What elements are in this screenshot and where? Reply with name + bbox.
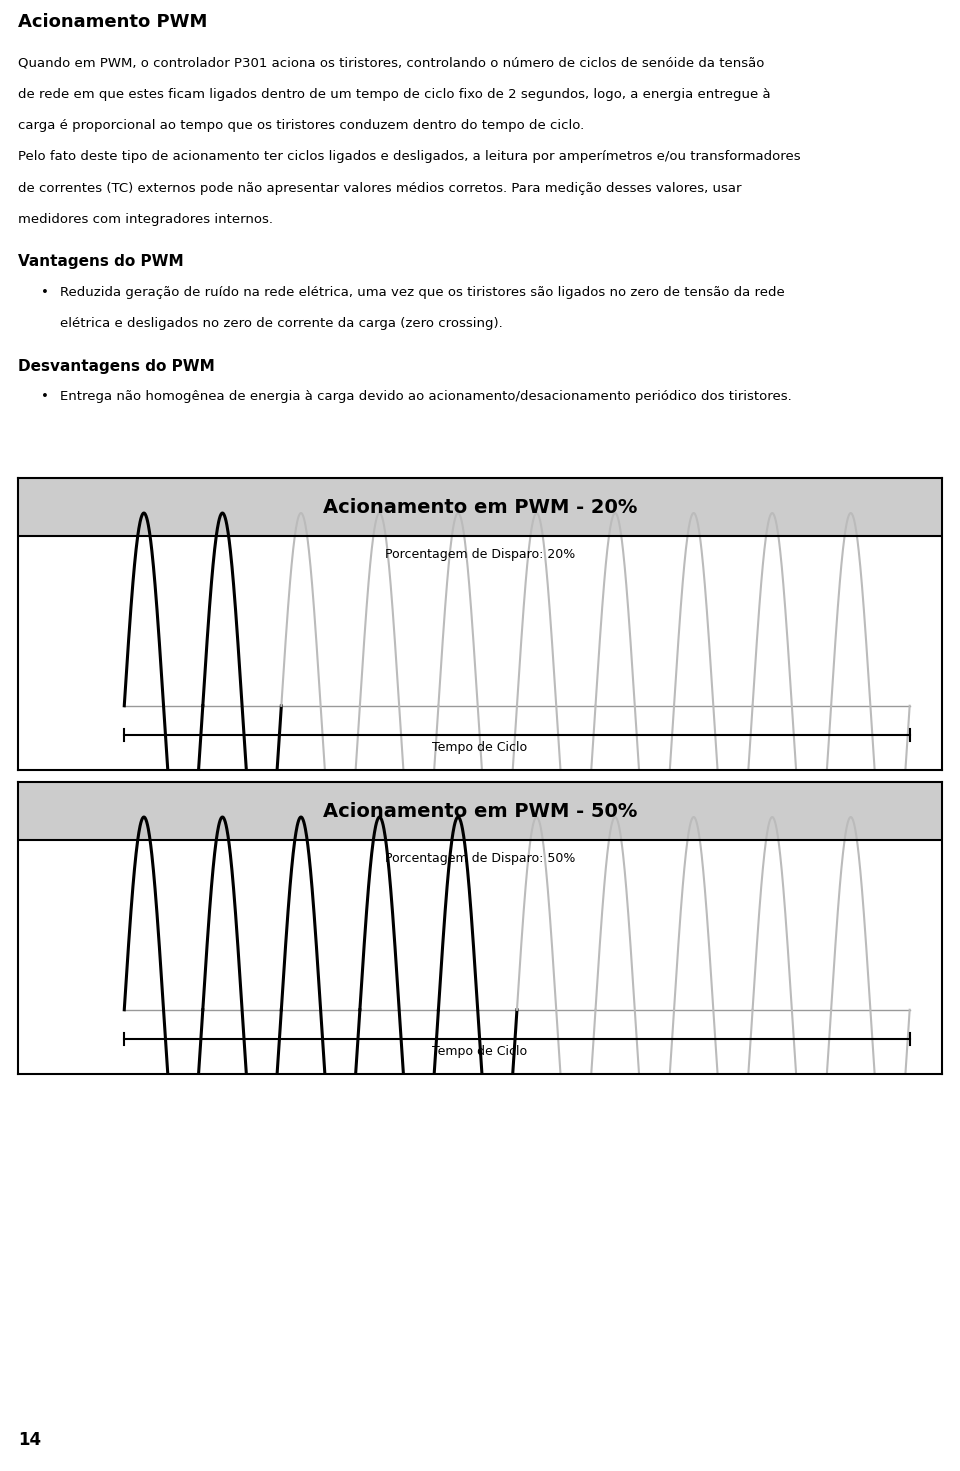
Text: Tempo de Ciclo: Tempo de Ciclo xyxy=(432,1044,528,1058)
Text: Entrega não homogênea de energia à carga devido ao acionamento/desacionamento pe: Entrega não homogênea de energia à carga… xyxy=(60,390,791,403)
Text: Desvantagens do PWM: Desvantagens do PWM xyxy=(18,359,215,374)
Text: •: • xyxy=(41,390,49,403)
Text: Tempo de Ciclo: Tempo de Ciclo xyxy=(432,741,528,753)
Text: Acionamento PWM: Acionamento PWM xyxy=(18,13,207,31)
Text: Vantagens do PWM: Vantagens do PWM xyxy=(18,254,183,269)
Text: de rede em que estes ficam ligados dentro de um tempo de ciclo fixo de 2 segundo: de rede em que estes ficam ligados dentr… xyxy=(18,88,771,100)
Text: Quando em PWM, o controlador P301 aciona os tiristores, controlando o número de : Quando em PWM, o controlador P301 aciona… xyxy=(18,56,764,69)
Text: medidores com integradores internos.: medidores com integradores internos. xyxy=(18,213,273,225)
Text: Porcentagem de Disparo: 20%: Porcentagem de Disparo: 20% xyxy=(385,549,575,560)
Text: de correntes (TC) externos pode não apresentar valores médios corretos. Para med: de correntes (TC) externos pode não apre… xyxy=(18,181,741,194)
Text: •: • xyxy=(41,285,49,299)
Text: carga é proporcional ao tempo que os tiristores conduzem dentro do tempo de cicl: carga é proporcional ao tempo que os tir… xyxy=(18,119,585,132)
Text: Pelo fato deste tipo de acionamento ter ciclos ligados e desligados, a leitura p: Pelo fato deste tipo de acionamento ter … xyxy=(18,150,801,163)
Text: Reduzida geração de ruído na rede elétrica, uma vez que os tiristores são ligado: Reduzida geração de ruído na rede elétri… xyxy=(60,285,784,299)
Bar xyxy=(18,783,942,840)
Text: Porcentagem de Disparo: 50%: Porcentagem de Disparo: 50% xyxy=(385,852,575,865)
Text: elétrica e desligados no zero de corrente da carga (zero crossing).: elétrica e desligados no zero de corrent… xyxy=(60,316,502,330)
Text: Acionamento em PWM - 20%: Acionamento em PWM - 20% xyxy=(323,497,637,516)
Bar xyxy=(18,478,942,537)
Text: 14: 14 xyxy=(18,1431,41,1449)
Text: Acionamento em PWM - 50%: Acionamento em PWM - 50% xyxy=(323,802,637,821)
